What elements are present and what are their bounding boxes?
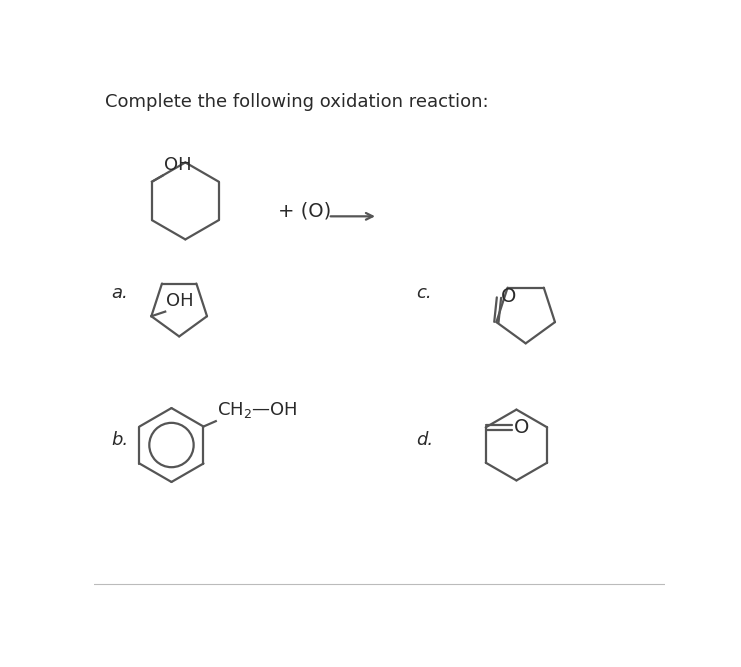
Text: a.: a. bbox=[111, 284, 128, 302]
Text: Complete the following oxidation reaction:: Complete the following oxidation reactio… bbox=[105, 93, 489, 111]
Text: d.: d. bbox=[416, 431, 433, 449]
Text: c.: c. bbox=[416, 284, 432, 302]
Text: b.: b. bbox=[111, 431, 128, 449]
Text: + (O): + (O) bbox=[278, 201, 331, 220]
Text: OH: OH bbox=[166, 292, 193, 310]
Text: OH: OH bbox=[164, 156, 191, 174]
Text: CH$_2$—OH: CH$_2$—OH bbox=[216, 400, 297, 420]
Text: O: O bbox=[514, 418, 529, 437]
Text: O: O bbox=[500, 287, 516, 306]
